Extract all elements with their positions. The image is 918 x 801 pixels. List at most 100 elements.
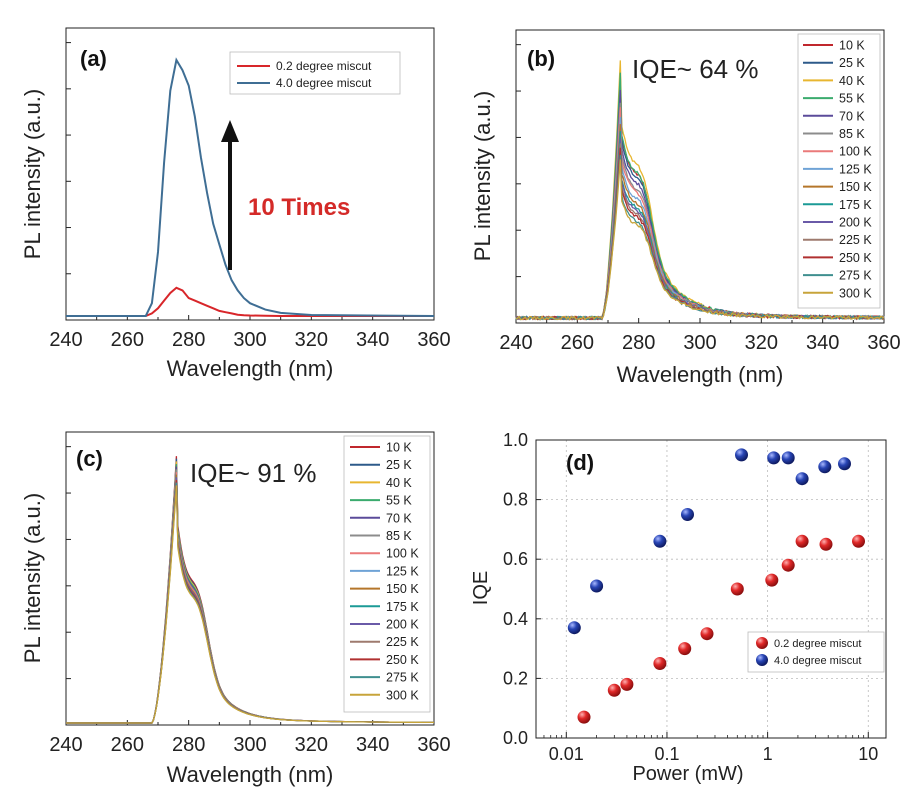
legend-label: 200 K [386, 618, 419, 632]
panel-d-legend [747, 631, 885, 673]
panel-c-label: (c) [76, 446, 103, 471]
legend-label: 275 K [839, 269, 872, 283]
panel-d-ylabel: IQE [470, 571, 492, 605]
scatter-point-1 [681, 508, 694, 521]
scatter-point-1 [735, 448, 748, 462]
x-tick-label: 240 [499, 332, 532, 354]
scatter-point-1 [818, 460, 832, 474]
temp-series-line-14 [515, 159, 885, 321]
panel-d-legend-label-40: 4.0 degree miscut [774, 655, 861, 667]
legend-label: 250 K [386, 653, 419, 667]
legend-label: 25 K [839, 56, 865, 70]
panel-b: 240 260 280 300 320 340 360 (b) IQE~ 64 % PL i… [470, 29, 901, 387]
panel-c: 240 260 280 300 320 340 360 (c) IQE~ 91 % PL i… [20, 431, 451, 787]
x-tick-label: 360 [417, 329, 450, 351]
panel-d-legend-marker-02 [756, 637, 768, 649]
series-line-0 [66, 286, 434, 317]
x-tick-label: 0.01 [549, 744, 584, 764]
legend-label: 275 K [386, 671, 419, 685]
scatter-point-0 [795, 534, 809, 548]
scatter-point-1 [590, 579, 604, 593]
panel-d: 0.0 0.2 0.4 0.6 0.8 1.0 0.01 0.1 1 10 (d) IQE Po… [470, 430, 887, 785]
legend-label: 100 K [386, 547, 419, 561]
x-tick-label: 0.1 [654, 744, 679, 764]
panel-c-x-ticks: 240 260 280 300 320 340 360 [49, 720, 451, 756]
legend-label: 10 K [839, 39, 865, 53]
panel-b-ylabel: PL intensity (a.u.) [470, 91, 495, 261]
temp-series-line-14 [66, 485, 434, 724]
legend-label-40: 4.0 degree miscut [276, 76, 372, 90]
scatter-point-1 [838, 457, 851, 471]
panel-a: 240 260 280 300 320 340 360 (a) PL intensity (… [20, 27, 451, 381]
panel-d-frame [535, 439, 887, 739]
legend-label: 40 K [386, 476, 412, 490]
legend-label: 100 K [839, 145, 872, 159]
scatter-point-0 [607, 683, 621, 697]
x-tick-label: 360 [417, 734, 450, 756]
y-tick-label: 1.0 [503, 430, 528, 450]
panel-b-y-ticks [516, 44, 521, 278]
panel-b-x-ticks: 240 260 280 300 320 340 360 [499, 318, 901, 354]
x-tick-label: 10 [858, 744, 878, 764]
y-tick-label: 0.2 [503, 668, 528, 688]
panel-a-lines [66, 57, 435, 317]
legend-label: 125 K [839, 162, 872, 176]
panel-c-xlabel: Wavelength (nm) [167, 762, 334, 787]
panel-d-legend-marker-40 [756, 654, 768, 666]
y-tick-label: 0.8 [503, 490, 528, 510]
legend-label: 300 K [386, 688, 419, 702]
legend-label: 150 K [839, 180, 872, 194]
x-tick-label: 280 [172, 734, 205, 756]
x-tick-label: 280 [622, 332, 655, 354]
panel-d-x-ticks: 0.01 0.1 1 10 [535, 732, 878, 764]
scatter-point-0 [765, 573, 779, 587]
legend-label: 175 K [386, 600, 419, 614]
legend-label: 70 K [839, 109, 865, 123]
x-tick-label: 300 [233, 329, 266, 351]
x-tick-label: 260 [561, 332, 594, 354]
panel-a-ylabel: PL intensity (a.u.) [20, 89, 45, 259]
x-tick-label: 320 [295, 329, 328, 351]
panel-d-points [567, 448, 865, 724]
panel-c-legend-items: 10 K 25 K 40 K 55 K 70 K 85 K 100 K 125 K 150 K 1… [350, 441, 419, 702]
panel-a-annotation: 10 Times [248, 194, 350, 221]
y-tick-label: 0.4 [503, 609, 528, 629]
x-tick-label: 340 [356, 734, 389, 756]
panel-c-lines [66, 456, 435, 724]
scatter-point-0 [653, 657, 667, 670]
panel-b-legend-items: 10 K 25 K 40 K 55 K 70 K 85 K 100 K 125 K 150 K 1… [803, 39, 872, 300]
panel-c-ylabel: PL intensity (a.u.) [20, 493, 45, 663]
y-tick-label: 0.0 [503, 728, 528, 748]
x-tick-label: 320 [745, 332, 778, 354]
series-line-1 [66, 57, 435, 317]
panel-d-grid [536, 439, 886, 739]
legend-label: 125 K [386, 564, 419, 578]
scatter-point-0 [620, 677, 634, 691]
legend-label: 10 K [386, 441, 412, 455]
x-tick-label: 240 [49, 734, 82, 756]
x-tick-label: 260 [111, 329, 144, 351]
legend-label: 85 K [839, 127, 865, 141]
scatter-point-0 [730, 582, 744, 596]
scatter-point-0 [852, 534, 865, 548]
legend-label: 85 K [386, 529, 412, 543]
x-tick-label: 260 [111, 734, 144, 756]
y-tick-label: 0.6 [503, 549, 528, 569]
panel-d-label: (d) [566, 450, 594, 475]
scatter-point-0 [781, 558, 795, 572]
legend-label: 250 K [839, 251, 872, 265]
x-tick-label: 240 [49, 329, 82, 351]
legend-label: 70 K [386, 511, 412, 525]
panel-b-label: (b) [527, 46, 555, 71]
scatter-point-0 [819, 537, 833, 551]
x-tick-label: 340 [806, 332, 839, 354]
legend-label: 40 K [839, 74, 865, 88]
legend-label: 225 K [839, 233, 872, 247]
scatter-point-1 [767, 451, 781, 465]
panel-d-legend-label-02: 0.2 degree miscut [774, 638, 861, 650]
legend-label: 200 K [839, 216, 872, 230]
x-tick-label: 300 [683, 332, 716, 354]
scatter-point-1 [795, 472, 809, 486]
panel-d-xlabel: Power (mW) [632, 763, 743, 785]
